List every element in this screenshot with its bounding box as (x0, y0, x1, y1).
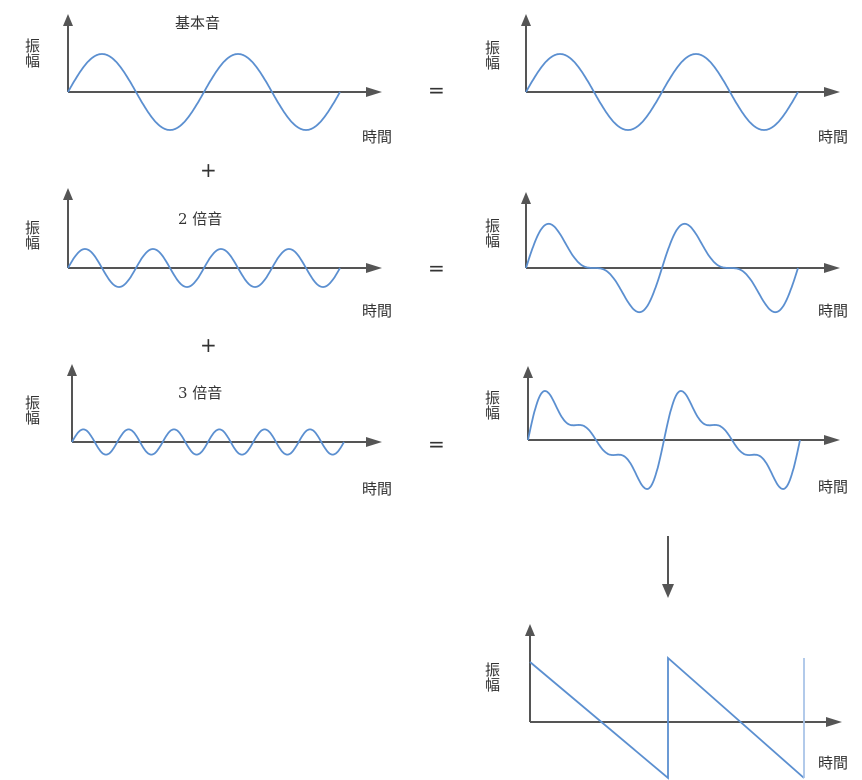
equals-sign-2: = (428, 256, 445, 280)
component-plot-2-x-axis-arrow-icon (366, 263, 382, 273)
component-plot-1-y-axis-arrow-icon (63, 14, 73, 26)
component-title-3: 3 倍音 (178, 384, 223, 402)
sum-wave-3 (527, 390, 801, 490)
result-sawtooth-wave (529, 656, 805, 780)
equals-sign-3: = (428, 432, 445, 456)
component-title-2: 2 倍音 (178, 210, 223, 228)
result-plot-x-axis-arrow-icon (826, 717, 842, 727)
component-wave-3 (71, 428, 345, 456)
arrow-down-icon (662, 584, 674, 598)
sum-plot-3-y-axis-arrow-icon (523, 366, 533, 378)
sum-plot-1-x-axis-arrow-icon (824, 87, 840, 97)
y-axis-label-right-1: 振幅 (483, 40, 501, 70)
result-plot-y-axis-arrow-icon (525, 624, 535, 636)
x-axis-label-right-3: 時間 (818, 478, 849, 496)
y-axis-label-left-3: 振幅 (23, 395, 41, 425)
y-axis-label-right-2: 振幅 (483, 218, 501, 248)
component-title-1: 基本音 (175, 14, 221, 32)
plus-sign-2: + (200, 333, 217, 357)
x-axis-label-right-1: 時間 (818, 128, 849, 146)
component-plot-2-y-axis-arrow-icon (63, 188, 73, 200)
y-axis-label-right-3: 振幅 (483, 390, 501, 420)
sum-plot-2-x-axis-arrow-icon (824, 263, 840, 273)
y-axis-label-left-1: 振幅 (23, 38, 41, 68)
sum-plot-3-x-axis-arrow-icon (824, 435, 840, 445)
sum-plot-2-y-axis-arrow-icon (521, 192, 531, 204)
x-axis-label-left-3: 時間 (362, 480, 393, 498)
x-axis-label-left-1: 時間 (362, 128, 393, 146)
y-axis-label-left-2: 振幅 (23, 220, 41, 250)
component-plot-1-x-axis-arrow-icon (366, 87, 382, 97)
component-wave-2 (67, 248, 341, 288)
x-axis-label-result: 時間 (818, 754, 849, 772)
component-plot-3-x-axis-arrow-icon (366, 437, 382, 447)
sum-wave-1 (525, 53, 799, 131)
sum-wave-2 (525, 222, 799, 314)
y-axis-label-result: 振幅 (483, 662, 501, 692)
equals-sign-1: = (428, 78, 445, 102)
x-axis-label-right-2: 時間 (818, 302, 849, 320)
x-axis-label-left-2: 時間 (362, 302, 393, 320)
component-wave-1 (67, 53, 341, 131)
plus-sign-1: + (200, 158, 217, 182)
component-plot-3-y-axis-arrow-icon (67, 364, 77, 376)
sum-plot-1-y-axis-arrow-icon (521, 14, 531, 26)
